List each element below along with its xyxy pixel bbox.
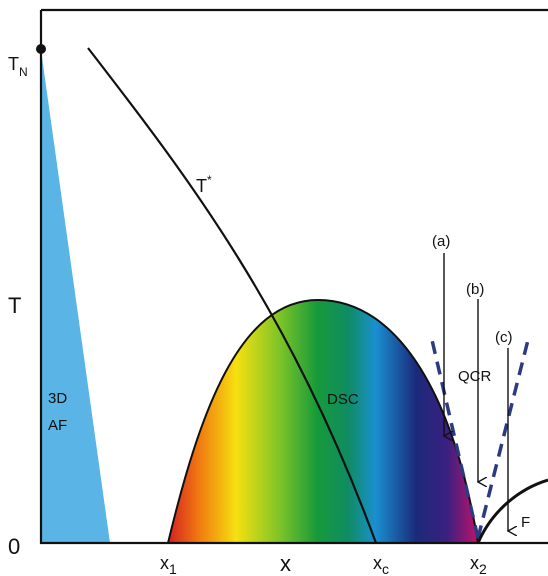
tick-x1: x1	[160, 553, 177, 576]
tn-label: TN	[8, 54, 28, 79]
arrow-b-label: (b)	[466, 281, 484, 298]
plot-frame	[39, 8, 548, 545]
dsc-label: DSC	[327, 391, 359, 408]
arrow-c-label: (c)	[495, 329, 513, 346]
tick-xc: xc	[373, 553, 389, 576]
arrow-a-label: (a)	[432, 233, 450, 250]
f-boundary	[476, 478, 548, 544]
x-axis-label: x	[280, 551, 291, 576]
qcr-left-dash	[430, 339, 480, 539]
af-region	[41, 50, 110, 543]
dsc-dome	[166, 298, 480, 544]
y-axis-label: T	[8, 293, 21, 318]
f-label: F	[521, 514, 530, 531]
tstar-line	[87, 47, 378, 544]
qcr-right-dash	[476, 339, 530, 539]
qcr-label: QCR	[458, 368, 492, 385]
tstar-label: T*	[196, 173, 212, 196]
af-label-line1: 3D	[48, 390, 67, 407]
origin-label: 0	[8, 534, 20, 559]
tn-dot	[36, 44, 46, 54]
af-label-line2: AF	[48, 417, 67, 434]
tick-x2: x2	[470, 553, 487, 576]
